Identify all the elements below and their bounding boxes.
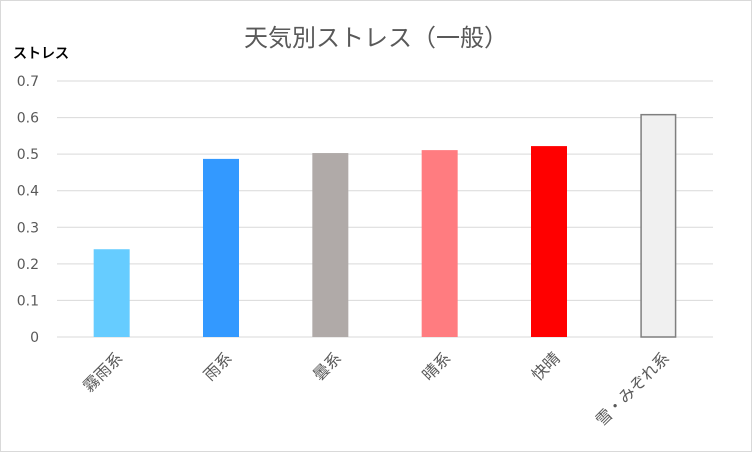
bars [93,113,677,338]
x-category-label: 雨系 [200,348,236,384]
x-category-label: 晴系 [418,348,454,384]
x-category-labels: 霧雨系 雨系 曇系 晴系 快晴 雪・みぞれ系 [79,348,673,429]
y-tick-label: 0.5 [17,147,39,163]
bar [421,150,458,337]
bar [93,249,130,337]
bar [312,153,349,337]
y-tick-label: 0 [30,330,39,346]
bar [640,113,677,338]
y-tick-label: 0.6 [17,111,39,127]
x-category-label: 快晴 [528,348,564,384]
y-axis-label: ストレス [13,46,69,62]
bar [531,146,567,337]
y-tick-label: 0.7 [17,74,39,90]
x-category-label: 霧雨系 [79,348,126,395]
y-tick-label: 0.3 [17,220,39,236]
chart-title: 天気別ストレス（一般） [244,24,508,52]
y-tick-label: 0.2 [17,257,39,273]
gridlines [57,80,713,338]
y-tick-label: 0.1 [17,293,39,309]
x-category-label: 曇系 [309,348,345,384]
y-tick-labels: 0 0.1 0.2 0.3 0.4 0.5 0.6 0.7 [17,74,39,346]
bar [203,158,239,337]
y-tick-label: 0.4 [17,184,39,200]
x-category-label: 雪・みぞれ系 [592,348,673,429]
